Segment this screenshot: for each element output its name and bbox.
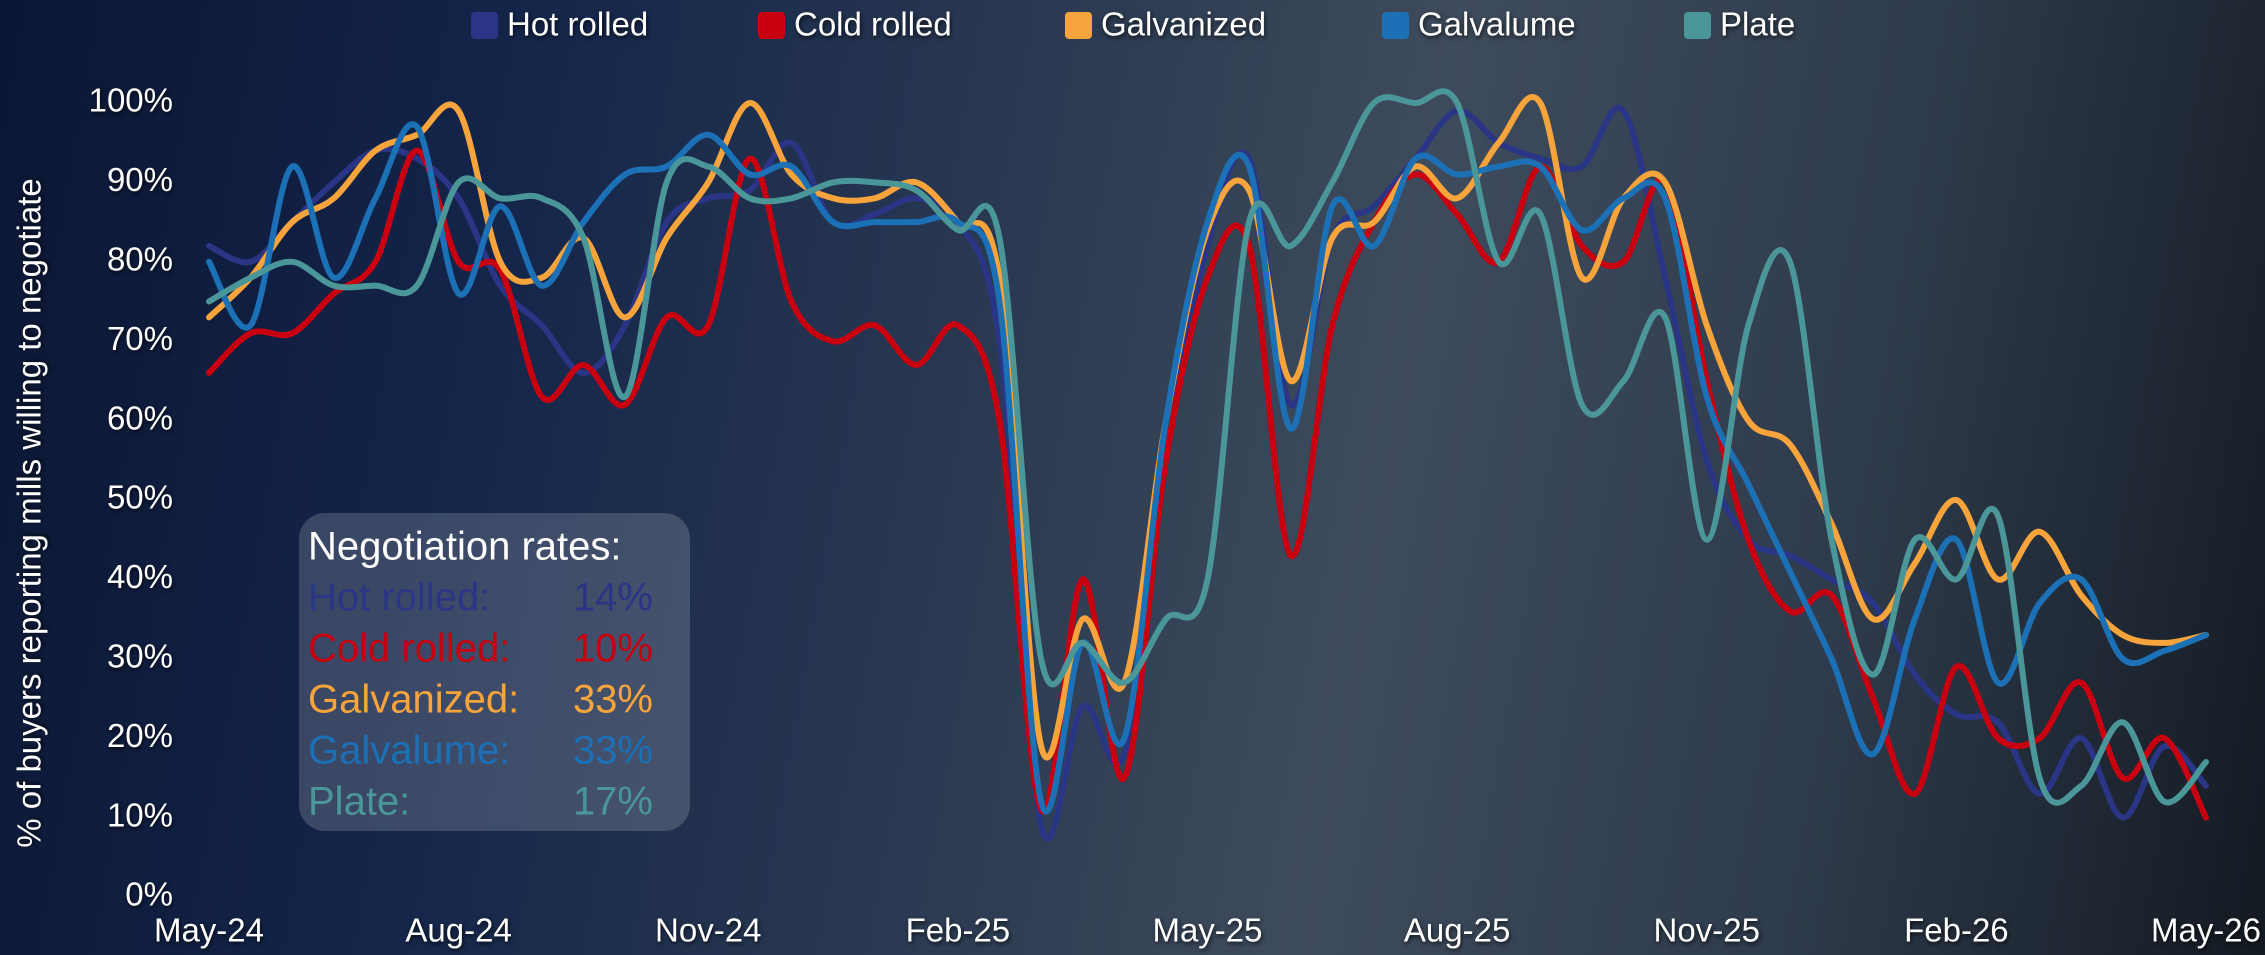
- legend-label: Plate: [1720, 6, 1795, 43]
- annotation-label: Galvalume:: [308, 729, 510, 773]
- x-tick-label: May-26: [2151, 912, 2261, 949]
- annotation-label: Galvanized:: [308, 678, 519, 722]
- legend-swatch: [471, 12, 498, 39]
- x-tick-label: Aug-25: [1404, 912, 1510, 949]
- y-tick-label: 30%: [107, 638, 173, 675]
- annotation-title: Negotiation rates:: [308, 525, 622, 569]
- annotation-label: Hot rolled:: [308, 576, 490, 620]
- y-tick-label: 90%: [107, 161, 173, 198]
- legend-label: Cold rolled: [794, 6, 952, 43]
- legend-label: Galvalume: [1418, 6, 1576, 43]
- y-axis-title: % of buyers reporting mills willing to n…: [11, 178, 48, 848]
- y-tick-label: 70%: [107, 320, 173, 357]
- annotation-label: Plate:: [308, 780, 410, 824]
- legend-label: Hot rolled: [507, 6, 648, 43]
- x-tick-label: Feb-25: [906, 912, 1011, 949]
- legend-swatch: [1684, 12, 1711, 39]
- annotation-value: 10%: [573, 627, 653, 671]
- x-tick-label: May-24: [154, 912, 264, 949]
- legend-swatch: [1382, 12, 1409, 39]
- x-tick-label: Nov-24: [655, 912, 761, 949]
- y-tick-label: 40%: [107, 558, 173, 595]
- annotation-value: 33%: [573, 678, 653, 722]
- annotation-value: 17%: [573, 780, 653, 824]
- y-tick-label: 0%: [125, 876, 173, 913]
- annotation-label: Cold rolled:: [308, 627, 510, 671]
- legend-swatch: [1065, 12, 1092, 39]
- legend-label: Galvanized: [1101, 6, 1266, 43]
- annotation-value: 33%: [573, 729, 653, 773]
- y-tick-label: 60%: [107, 399, 173, 436]
- legend-swatch: [758, 12, 785, 39]
- y-tick-label: 80%: [107, 241, 173, 278]
- x-tick-label: Nov-25: [1654, 912, 1760, 949]
- x-tick-label: Aug-24: [405, 912, 511, 949]
- y-tick-label: 50%: [107, 479, 173, 516]
- y-tick-label: 10%: [107, 796, 173, 833]
- annotation-value: 14%: [573, 576, 653, 620]
- x-tick-label: May-25: [1152, 912, 1262, 949]
- chart: % of buyers reporting mills willing to n…: [0, 0, 2265, 955]
- y-tick-label: 20%: [107, 717, 173, 754]
- y-tick-label: 100%: [89, 82, 173, 119]
- x-tick-label: Feb-26: [1904, 912, 2009, 949]
